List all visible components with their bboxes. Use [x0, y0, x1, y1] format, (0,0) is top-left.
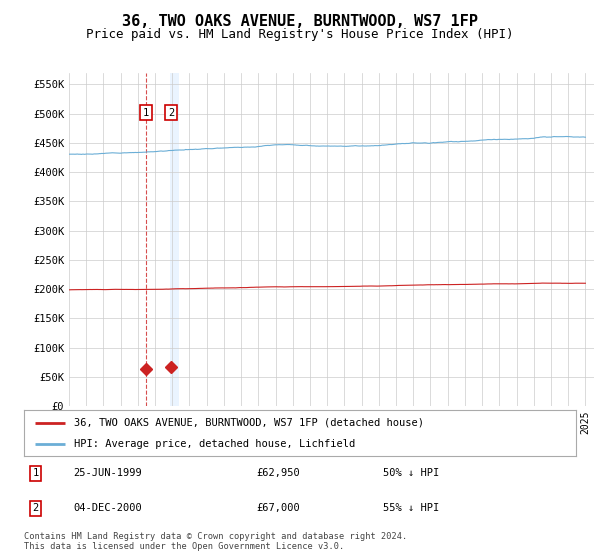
Text: 04-DEC-2000: 04-DEC-2000 [74, 503, 142, 513]
Text: £67,000: £67,000 [256, 503, 299, 513]
Text: 1: 1 [32, 468, 38, 478]
Text: 1: 1 [143, 108, 149, 118]
Text: 25-JUN-1999: 25-JUN-1999 [74, 468, 142, 478]
Text: £62,950: £62,950 [256, 468, 299, 478]
Text: 50% ↓ HPI: 50% ↓ HPI [383, 468, 439, 478]
Text: 2: 2 [168, 108, 174, 118]
Bar [170, 73, 179, 406]
Text: 36, TWO OAKS AVENUE, BURNTWOOD, WS7 1FP: 36, TWO OAKS AVENUE, BURNTWOOD, WS7 1FP [122, 14, 478, 29]
Text: Price paid vs. HM Land Registry's House Price Index (HPI): Price paid vs. HM Land Registry's House … [86, 28, 514, 41]
Text: HPI: Average price, detached house, Lichfield: HPI: Average price, detached house, Lich… [74, 439, 355, 449]
Text: Contains HM Land Registry data © Crown copyright and database right 2024.
This d: Contains HM Land Registry data © Crown c… [24, 532, 407, 552]
Text: 55% ↓ HPI: 55% ↓ HPI [383, 503, 439, 513]
Text: 36, TWO OAKS AVENUE, BURNTWOOD, WS7 1FP (detached house): 36, TWO OAKS AVENUE, BURNTWOOD, WS7 1FP … [74, 418, 424, 428]
Text: 2: 2 [32, 503, 38, 513]
